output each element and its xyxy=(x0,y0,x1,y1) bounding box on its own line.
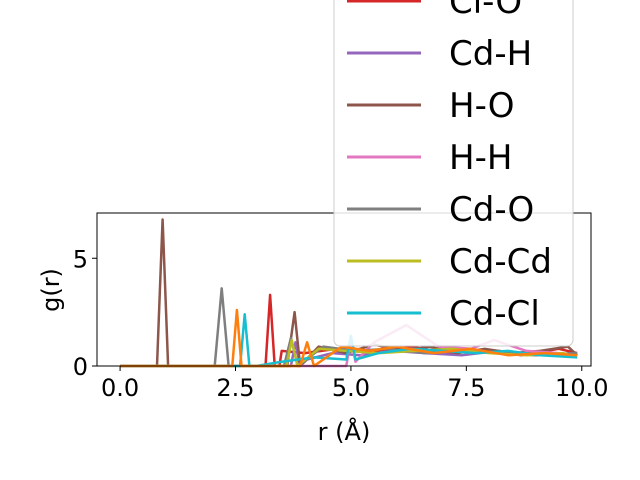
y-axis-label: g(r) xyxy=(37,268,65,312)
y-axis: 05 xyxy=(73,245,97,381)
legend-items: Cl-O Cd-H H-O H-H Cd-O Cd-Cd Cd-Cl xyxy=(347,0,552,334)
legend: Cl-O Cd-H H-O H-H Cd-O Cd-Cd Cd-Cl xyxy=(333,0,574,347)
legend-label: H-H xyxy=(449,138,512,178)
legend-label: H-O xyxy=(449,86,515,126)
legend-label: Cd-Cl xyxy=(449,294,540,334)
series-line-unlabeled-7 xyxy=(120,308,578,368)
x-tick-label: 7.5 xyxy=(447,374,485,402)
legend-label: Cd-O xyxy=(449,190,534,230)
x-tick-label: 10.0 xyxy=(555,374,608,402)
x-axis: 0.0 2.5 5.0 7.5 10.0 xyxy=(101,366,608,402)
y-tick-label: 5 xyxy=(73,245,88,273)
y-tick-label: 0 xyxy=(73,353,88,381)
x-tick-label: 0.0 xyxy=(101,374,139,402)
legend-label: Cl-O xyxy=(449,0,522,22)
x-axis-label: r (Å) xyxy=(318,417,371,446)
legend-box xyxy=(333,0,574,347)
legend-label: Cd-H xyxy=(449,34,532,74)
x-tick-label: 5.0 xyxy=(332,374,370,402)
legend-label: Cd-Cd xyxy=(449,242,552,282)
x-tick-label: 2.5 xyxy=(216,374,254,402)
